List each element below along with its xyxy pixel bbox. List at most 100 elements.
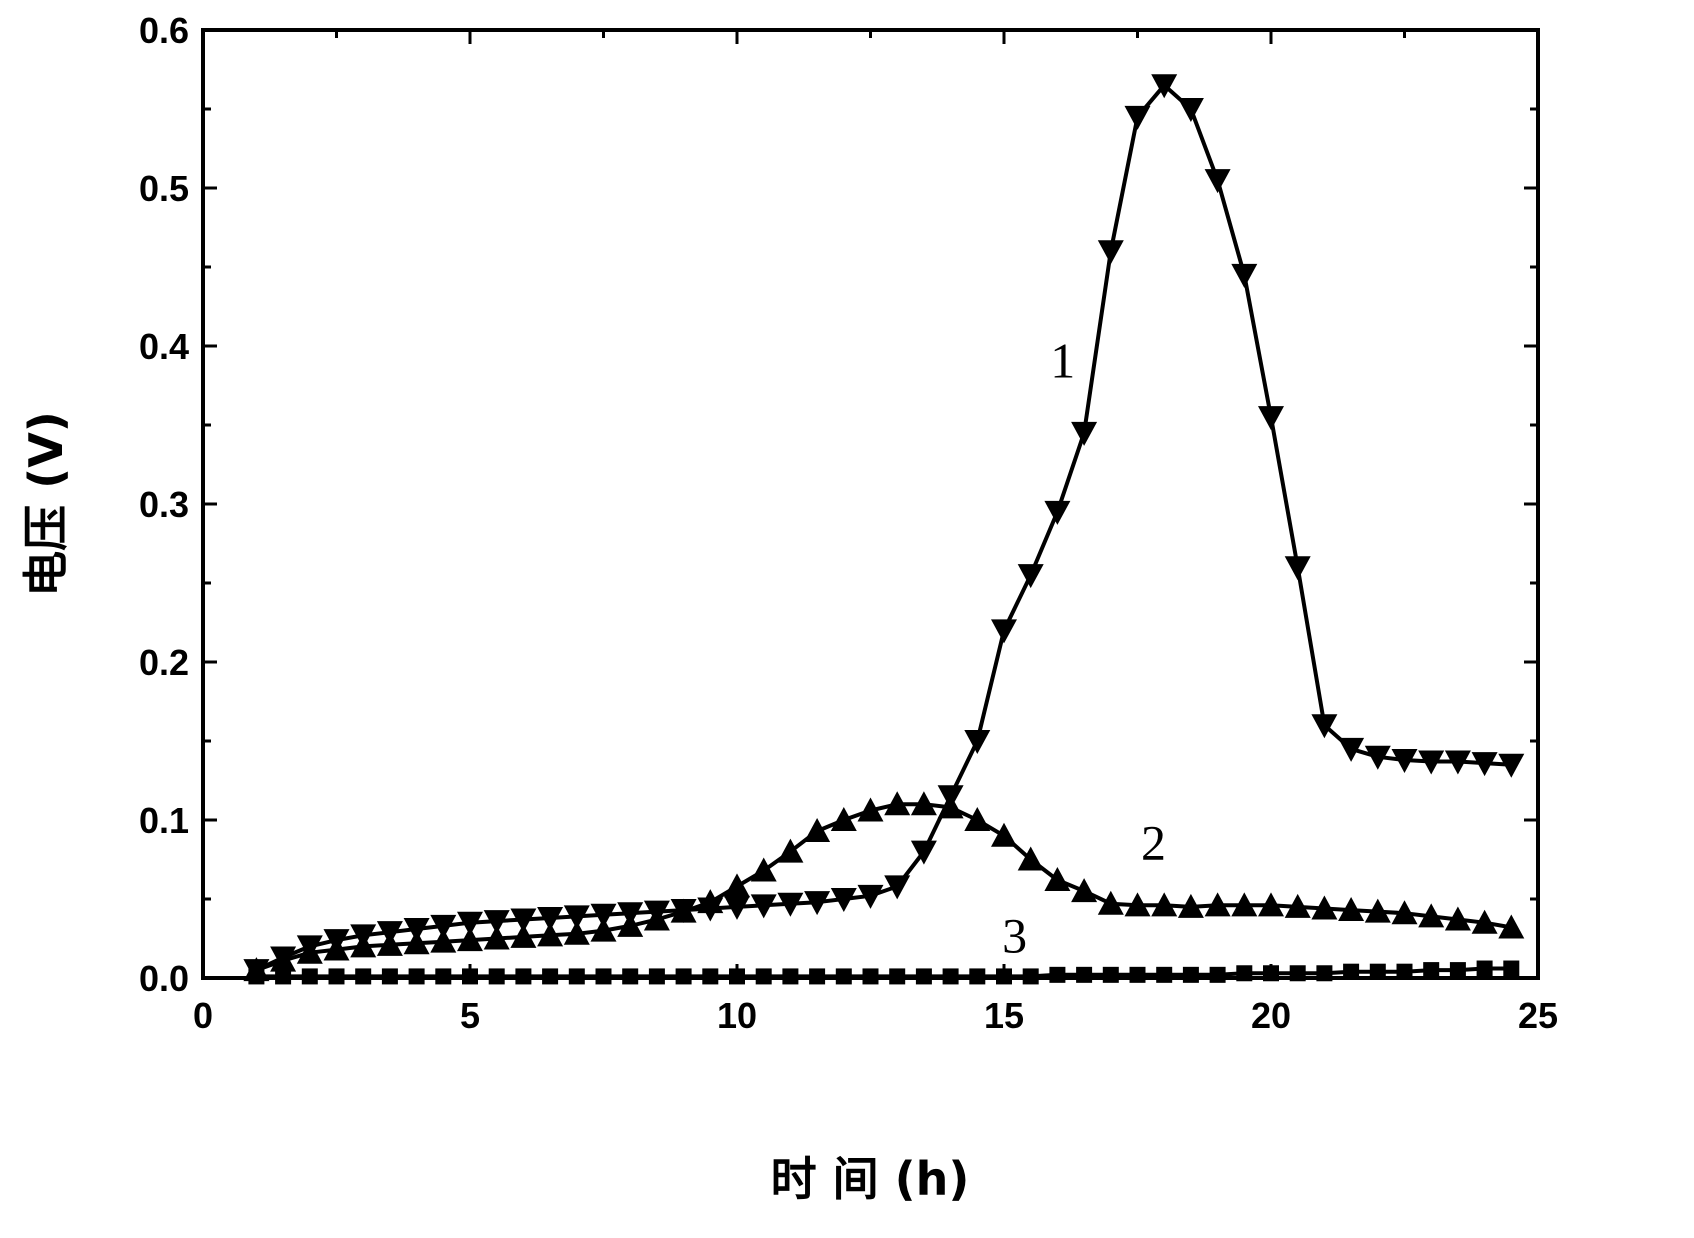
series-2-point [991,822,1017,847]
series-2-point [1124,892,1151,917]
series-2-point [830,807,857,831]
series-3-point [408,968,425,985]
series-1-point [1097,240,1124,265]
series-3-point [675,968,692,985]
series-3-point [1476,960,1493,977]
plot-frame [201,28,1540,980]
series-1-point [1391,748,1418,773]
x-tick-label: 15 [984,995,1024,1036]
series-3-point [1156,966,1173,983]
series-1-point [1231,263,1258,288]
series-3-point [435,968,452,985]
series-1-point [1471,752,1498,777]
series-2-point [1471,909,1498,934]
series-3-point [889,968,906,985]
series-2-point [964,807,991,831]
series-1-point [510,908,537,933]
series-2-point [884,791,911,816]
series-3 [248,960,1520,985]
y-tick-label: 0.0 [139,958,189,999]
series-1-point [830,888,857,912]
series-1-point [457,911,483,936]
series-2-point [750,857,777,882]
series-3-point [488,968,505,985]
series-2-point [510,923,537,948]
series-3-point [996,968,1012,985]
series-1-point [1418,750,1445,775]
series-1-point [1258,406,1284,431]
series-1-point [1017,564,1044,589]
series-2-point [804,818,831,843]
series-1-point [590,903,617,928]
series-3-point [1289,965,1306,982]
series-1-point [884,875,911,900]
series-3-point [755,968,772,985]
series-1-point [724,895,750,920]
series-1-point [563,905,590,930]
series-1-point [804,891,831,916]
series-3-point [515,968,532,985]
series-3-point [542,968,559,985]
x-tick-label: 5 [460,995,480,1036]
series-2-point [643,906,670,931]
series-2-point [430,928,457,953]
series-1-point [857,884,884,909]
x-tick-label: 0 [193,995,213,1036]
series-1-point [1177,98,1204,122]
series-2-point [1418,903,1445,928]
series-3-point [1209,966,1226,983]
series-1-point [1044,500,1071,525]
series-3-point [301,968,318,985]
annotation-layer: 1 2 3 [1002,333,1166,964]
series-2-point [1444,906,1471,931]
series-number-label: 1 [1050,333,1075,389]
series-2-point [350,933,377,958]
series-3-point [328,968,345,985]
series-2-point [697,889,724,914]
series-layer [243,74,1525,985]
series-2-point [1151,892,1178,917]
series-2-point [617,912,644,937]
series-3-point [835,968,852,985]
series-2 [243,791,1525,982]
series-2-point [857,797,884,822]
series-3-point [1316,965,1333,982]
series-3-point [462,968,478,985]
series-1-point [1364,745,1391,770]
series-1-point [1498,753,1525,778]
series-1-point [1311,714,1338,739]
series-2-point [1498,914,1525,939]
series-3-point [1102,966,1119,983]
y-tick-label: 0.1 [139,800,189,841]
series-3-point [1369,963,1386,980]
series-3-point [862,968,879,985]
series-2-point [724,873,750,898]
series-2-point [1258,892,1284,917]
series-2-point [1204,892,1231,917]
series-2-point [1071,878,1098,903]
series-2-point [537,922,564,947]
series-2-point [270,947,297,972]
series-2-point [1097,890,1124,915]
series-3-point [1236,965,1253,982]
series-2-point [590,917,617,942]
series-1-line [255,83,1512,972]
series-3-point [1449,962,1466,979]
series-2-point [483,925,510,950]
series-3-point [1423,962,1440,979]
series-2-point [296,939,323,964]
y-tick-label: 0.5 [139,168,189,209]
series-3-point [1263,965,1279,982]
series-3-point [702,968,719,985]
series-1-point [777,892,804,917]
series-3-point [1182,966,1199,983]
series-3-point [648,968,665,985]
series-2-point [1364,898,1391,923]
series-3-point [1129,966,1146,983]
series-1-point [964,730,991,754]
series-1-point [1204,169,1231,194]
y-tick-label: 0.4 [139,326,189,367]
series-2-point [403,930,430,955]
y-tick-label: 0.3 [139,484,189,525]
